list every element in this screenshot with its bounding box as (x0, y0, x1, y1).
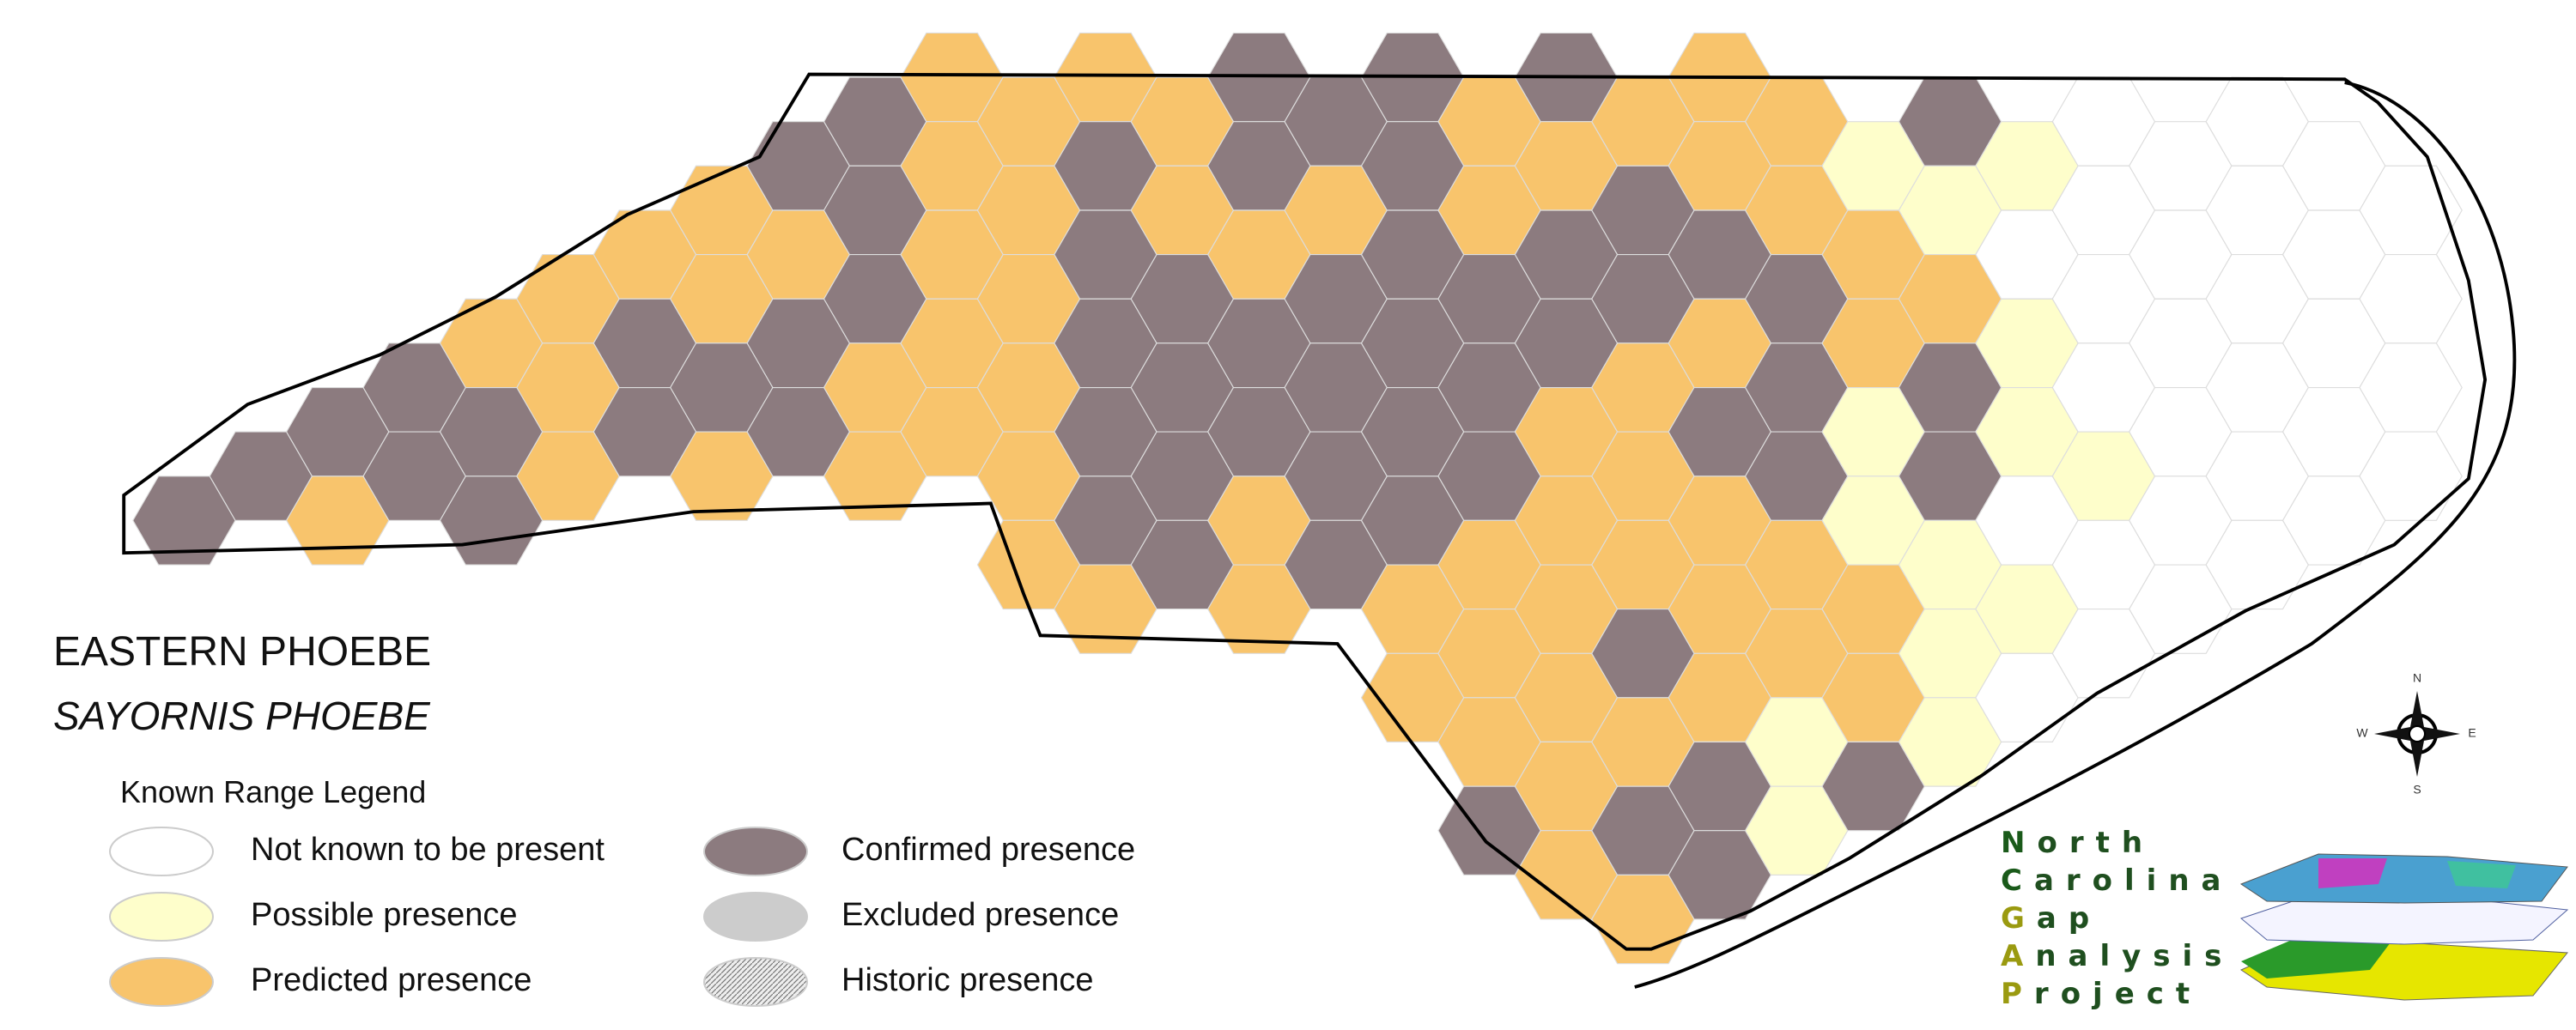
logo-graphic (2239, 853, 2569, 1001)
legend-swatch (109, 827, 214, 876)
logo-line: Project (2001, 977, 2202, 1011)
legend-swatch (703, 957, 808, 1007)
legend: Not known to be present Possible presence… (109, 827, 1135, 1007)
logo-layer (2318, 858, 2387, 888)
legend-label: Excluded presence (841, 897, 1119, 933)
legend-label: Historic presence (841, 962, 1094, 998)
legend-swatch (703, 892, 808, 942)
legend-swatch (109, 892, 214, 942)
compass-center (2409, 725, 2426, 742)
state-boundary (122, 72, 2488, 951)
logo-line: Carolina (2001, 863, 2233, 898)
logo-text: North Carolina Gap Analysis Project (2001, 824, 2233, 1013)
offshore-boundary (1634, 81, 2517, 989)
legend-label: Confirmed presence (841, 832, 1135, 868)
compass: N S E W (2356, 671, 2476, 797)
hex-cell (2359, 431, 2463, 521)
logo-line: North (2001, 826, 2155, 860)
compass-n: N (2413, 671, 2421, 685)
legend-label: Not known to be present (251, 832, 605, 868)
species-common-name: EASTERN PHOEBE (53, 629, 431, 675)
compass-s: S (2413, 783, 2421, 797)
legend-swatch (703, 827, 808, 876)
legend-swatch (109, 957, 214, 1007)
logo-line: Analysis (2001, 939, 2234, 973)
compass-e: E (2468, 726, 2476, 740)
legend-label: Predicted presence (251, 962, 532, 998)
compass-w: W (2356, 726, 2368, 740)
logo-layer (2239, 853, 2568, 904)
legend-title: Known Range Legend (120, 774, 426, 809)
logo-layer (2447, 861, 2516, 888)
hex-grid (132, 32, 2463, 965)
legend-label: Possible presence (251, 897, 518, 933)
state-map (122, 32, 2517, 989)
species-scientific-name: SAYORNIS PHOEBE (53, 694, 431, 738)
logo-line: Gap (2001, 901, 2102, 936)
